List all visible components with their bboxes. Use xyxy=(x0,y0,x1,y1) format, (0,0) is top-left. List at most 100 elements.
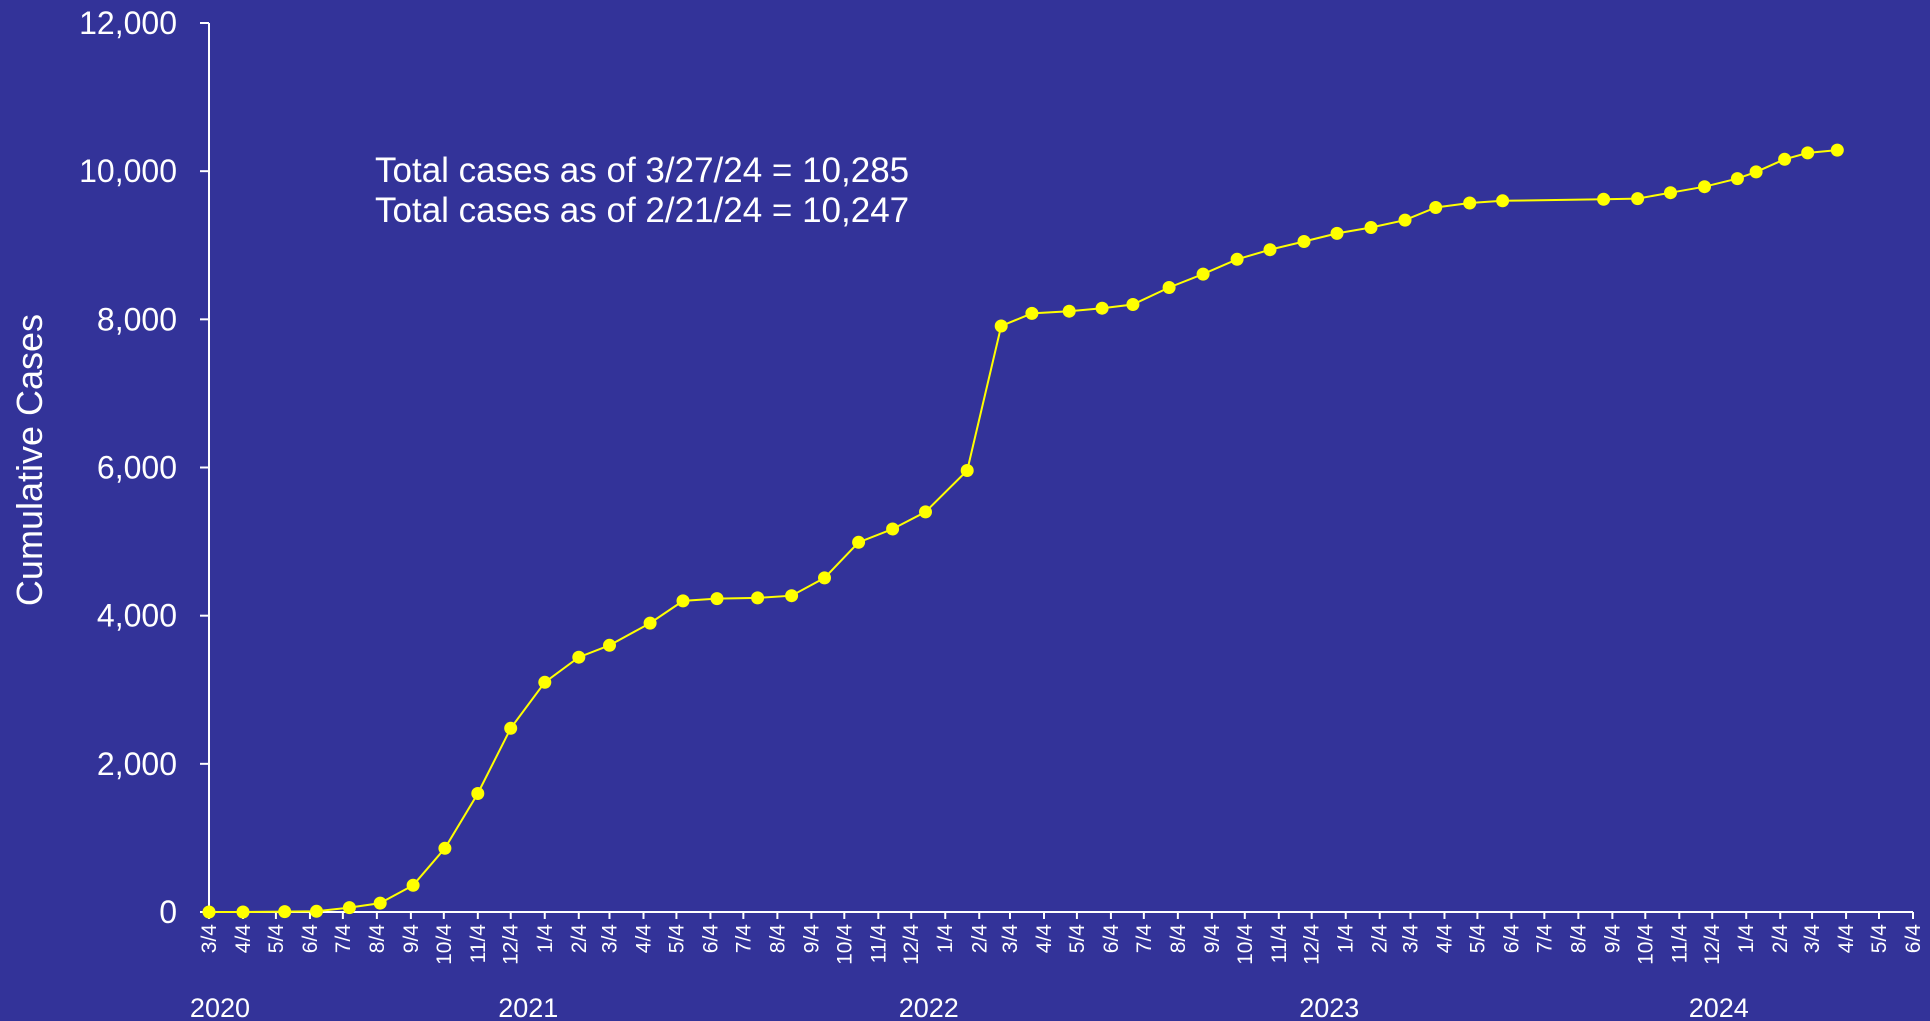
x-tick-label: 6/4 xyxy=(1500,924,1523,954)
year-label: 2024 xyxy=(1689,993,1749,1021)
x-tick-label: 10/4 xyxy=(1634,924,1657,965)
x-tick-label: 5/4 xyxy=(1868,924,1891,954)
x-tick-label: 12/4 xyxy=(900,924,923,965)
data-point xyxy=(236,905,250,919)
data-point xyxy=(886,522,900,536)
year-label: 2022 xyxy=(899,993,959,1021)
x-tick-label: 6/4 xyxy=(1100,924,1123,954)
x-tick-label: 4/4 xyxy=(1033,924,1056,954)
x-tick-label: 4/4 xyxy=(1433,924,1456,954)
data-point xyxy=(406,878,420,892)
data-point xyxy=(785,589,799,603)
data-point xyxy=(1597,192,1611,206)
x-tick-label: 2/4 xyxy=(968,924,991,954)
x-tick-label: 6/4 xyxy=(699,924,722,954)
y-tick-label: 4,000 xyxy=(97,598,177,634)
data-point xyxy=(438,841,452,855)
year-label: 2021 xyxy=(498,993,558,1021)
series-cumulative-cases xyxy=(202,143,1844,919)
x-tick-label: 6/4 xyxy=(299,924,322,954)
x-tick-label: 12/4 xyxy=(1701,924,1724,965)
x-tick-label: 1/4 xyxy=(934,924,957,954)
x-tick-label: 3/4 xyxy=(198,924,221,954)
data-point xyxy=(1778,152,1792,166)
data-point xyxy=(310,904,323,918)
data-point xyxy=(1830,143,1844,157)
data-point xyxy=(1025,306,1039,320)
data-point xyxy=(818,571,831,585)
x-tick-label: 4/4 xyxy=(633,924,656,954)
x-tick-label: 3/4 xyxy=(598,924,621,954)
data-point xyxy=(919,505,932,519)
x-tick-label: 11/4 xyxy=(467,924,490,964)
x-tick-label: 7/4 xyxy=(732,924,755,954)
annotation-total-2-21-24: Total cases as of 2/21/24 = 10,247 xyxy=(375,191,909,230)
data-point xyxy=(1749,165,1763,179)
x-tick-label: 4/4 xyxy=(1835,924,1858,954)
data-point xyxy=(603,638,616,652)
data-point xyxy=(994,319,1008,333)
data-point xyxy=(1062,304,1076,318)
x-tick-label: 7/4 xyxy=(332,924,355,954)
data-point xyxy=(342,901,356,915)
y-axis-label: Cumulative Cases xyxy=(9,314,50,606)
year-label: 2023 xyxy=(1299,993,1359,1021)
x-tick-label: 11/4 xyxy=(867,924,890,964)
x-tick-label: 6/4 xyxy=(1902,924,1925,954)
year-labels: 2020 2021 2022 2023 2024 xyxy=(190,993,1749,1021)
x-tick-label: 3/4 xyxy=(1801,924,1824,954)
x-tick-label: 5/4 xyxy=(1066,924,1089,954)
data-point xyxy=(643,616,657,630)
x-tick-label: 2/4 xyxy=(568,924,591,954)
x-tick-label: 3/4 xyxy=(1399,924,1422,954)
data-point xyxy=(1230,252,1244,266)
y-tick-label: 0 xyxy=(159,894,177,930)
x-tick-label: 11/4 xyxy=(1268,924,1291,964)
data-point xyxy=(1730,172,1744,186)
x-tick-label: 1/4 xyxy=(1735,924,1758,954)
year-label: 2020 xyxy=(190,993,250,1021)
data-point xyxy=(1429,201,1443,214)
data-point xyxy=(1496,194,1510,208)
x-tick-label: 9/4 xyxy=(1601,924,1624,954)
x-tick-label: 7/4 xyxy=(1533,924,1556,954)
data-point xyxy=(1364,221,1378,234)
data-point xyxy=(751,591,765,605)
x-tick-label: 2/4 xyxy=(1769,924,1792,954)
x-tick-label: 8/4 xyxy=(366,924,389,954)
x-tick-label: 10/4 xyxy=(833,924,856,965)
data-point xyxy=(572,650,586,664)
data-point xyxy=(504,721,518,735)
y-tick-label: 12,000 xyxy=(79,5,177,41)
data-point xyxy=(1631,192,1645,206)
data-point xyxy=(1263,243,1277,257)
x-tick-label: 1/4 xyxy=(534,924,557,954)
x-tick-label: 2/4 xyxy=(1369,924,1392,954)
x-tick-label: 10/4 xyxy=(1234,924,1257,965)
data-point xyxy=(1095,301,1109,315)
data-point xyxy=(1398,213,1412,227)
x-tick-label: 1/4 xyxy=(1335,924,1358,954)
x-tick-label: 5/4 xyxy=(265,924,288,954)
data-point xyxy=(538,675,552,689)
y-tick-label: 8,000 xyxy=(97,301,177,337)
x-tick-label: 10/4 xyxy=(433,924,456,965)
data-point xyxy=(1664,186,1677,200)
x-tick-label: 4/4 xyxy=(232,924,255,954)
x-tick-label: 5/4 xyxy=(1466,924,1489,954)
x-tick-label: 12/4 xyxy=(1301,924,1324,965)
x-tick-label: 5/4 xyxy=(665,924,688,954)
data-point xyxy=(852,535,866,549)
x-tick-label: 7/4 xyxy=(1133,924,1156,954)
data-point xyxy=(202,905,216,919)
annotation-total-3-27-24: Total cases as of 3/27/24 = 10,285 xyxy=(375,151,909,190)
x-tick-label: 9/4 xyxy=(800,924,823,954)
y-axis: 0 2,000 4,000 6,000 8,000 10,000 12,000 xyxy=(79,5,210,930)
data-point xyxy=(1196,267,1210,281)
data-point xyxy=(1698,180,1711,194)
y-tick-label: 10,000 xyxy=(79,153,177,189)
x-axis: 3/4 4/4 5/4 6/4 7/4 8/4 9/4 10/4 11/4 12/4 1/4 2/4 3… xyxy=(198,911,1925,965)
data-point xyxy=(1330,226,1344,240)
